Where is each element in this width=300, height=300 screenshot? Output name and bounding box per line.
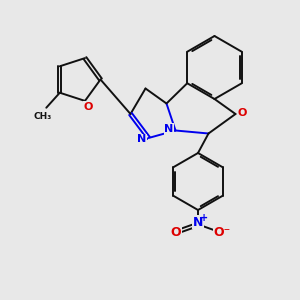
Text: O: O [83, 102, 93, 112]
Text: N: N [164, 124, 173, 134]
Text: N: N [137, 134, 146, 145]
Text: O⁻: O⁻ [213, 226, 231, 239]
Text: +: + [200, 213, 208, 223]
Text: CH₃: CH₃ [34, 112, 52, 121]
Text: O: O [170, 226, 181, 239]
Text: O: O [237, 107, 247, 118]
Text: N: N [193, 215, 203, 229]
